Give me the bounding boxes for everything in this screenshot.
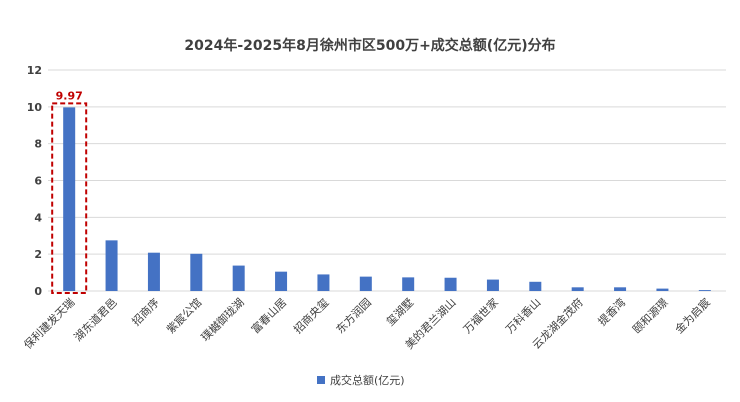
bar — [105, 240, 118, 291]
bar — [275, 271, 288, 291]
bar — [190, 253, 203, 291]
x-tick-label: 招商央玺 — [291, 295, 332, 336]
highlight-box — [51, 102, 88, 294]
bar — [486, 279, 499, 291]
bar — [147, 252, 160, 291]
y-tick-label: 6 — [34, 175, 42, 188]
x-tick-label: 富春山居 — [248, 295, 289, 336]
bar — [614, 287, 627, 291]
x-tick-label: 金为启宸 — [672, 295, 713, 336]
bars — [63, 107, 711, 291]
legend: 成交总额(亿元) — [317, 373, 405, 387]
bar — [402, 277, 415, 291]
y-tick-label: 4 — [34, 211, 42, 224]
x-tick-label: 湖东道君邑 — [71, 295, 120, 344]
chart-title: 2024年-2025年8月徐州市区500万+成交总额(亿元)分布 — [184, 37, 555, 54]
x-tick-label: 紫宸公馆 — [163, 295, 204, 336]
bar — [63, 107, 76, 291]
bar — [529, 281, 542, 291]
legend-label: 成交总额(亿元) — [330, 373, 405, 387]
x-tick-label: 万福世家 — [460, 295, 501, 336]
x-tick-label: 万科香山 — [502, 295, 543, 336]
watermark: 搜狐号@搜狐黑点抚州站 — [10, 376, 153, 392]
gridlines — [48, 69, 726, 292]
annotation: 9.97 — [51, 89, 88, 294]
y-tick-label: 12 — [27, 64, 42, 77]
x-tick-label: 玺湖墅 — [384, 296, 417, 329]
y-axis-ticks: 0 2 4 6 8 10 12 — [27, 64, 43, 298]
bar — [656, 288, 669, 291]
data-label: 9.97 — [56, 89, 83, 102]
bar — [698, 290, 711, 291]
y-tick-label: 8 — [34, 138, 42, 151]
x-tick-label: 保利建发天瑞 — [21, 295, 78, 352]
y-tick-label: 2 — [34, 248, 42, 261]
x-tick-label: 璞樾御珑湖 — [198, 295, 247, 344]
bar — [317, 274, 330, 291]
x-tick-label: 东方润园 — [333, 295, 374, 336]
y-tick-label: 10 — [27, 101, 43, 114]
bar — [359, 276, 372, 291]
bar — [571, 287, 584, 291]
y-tick-label: 0 — [34, 285, 42, 298]
bar — [232, 265, 245, 291]
x-tick-label: 提香湾 — [595, 295, 628, 328]
x-tick-label: 颐和源璟 — [630, 295, 671, 336]
legend-swatch — [317, 376, 325, 384]
bar — [444, 277, 457, 291]
x-tick-label: 招商序 — [129, 295, 162, 328]
